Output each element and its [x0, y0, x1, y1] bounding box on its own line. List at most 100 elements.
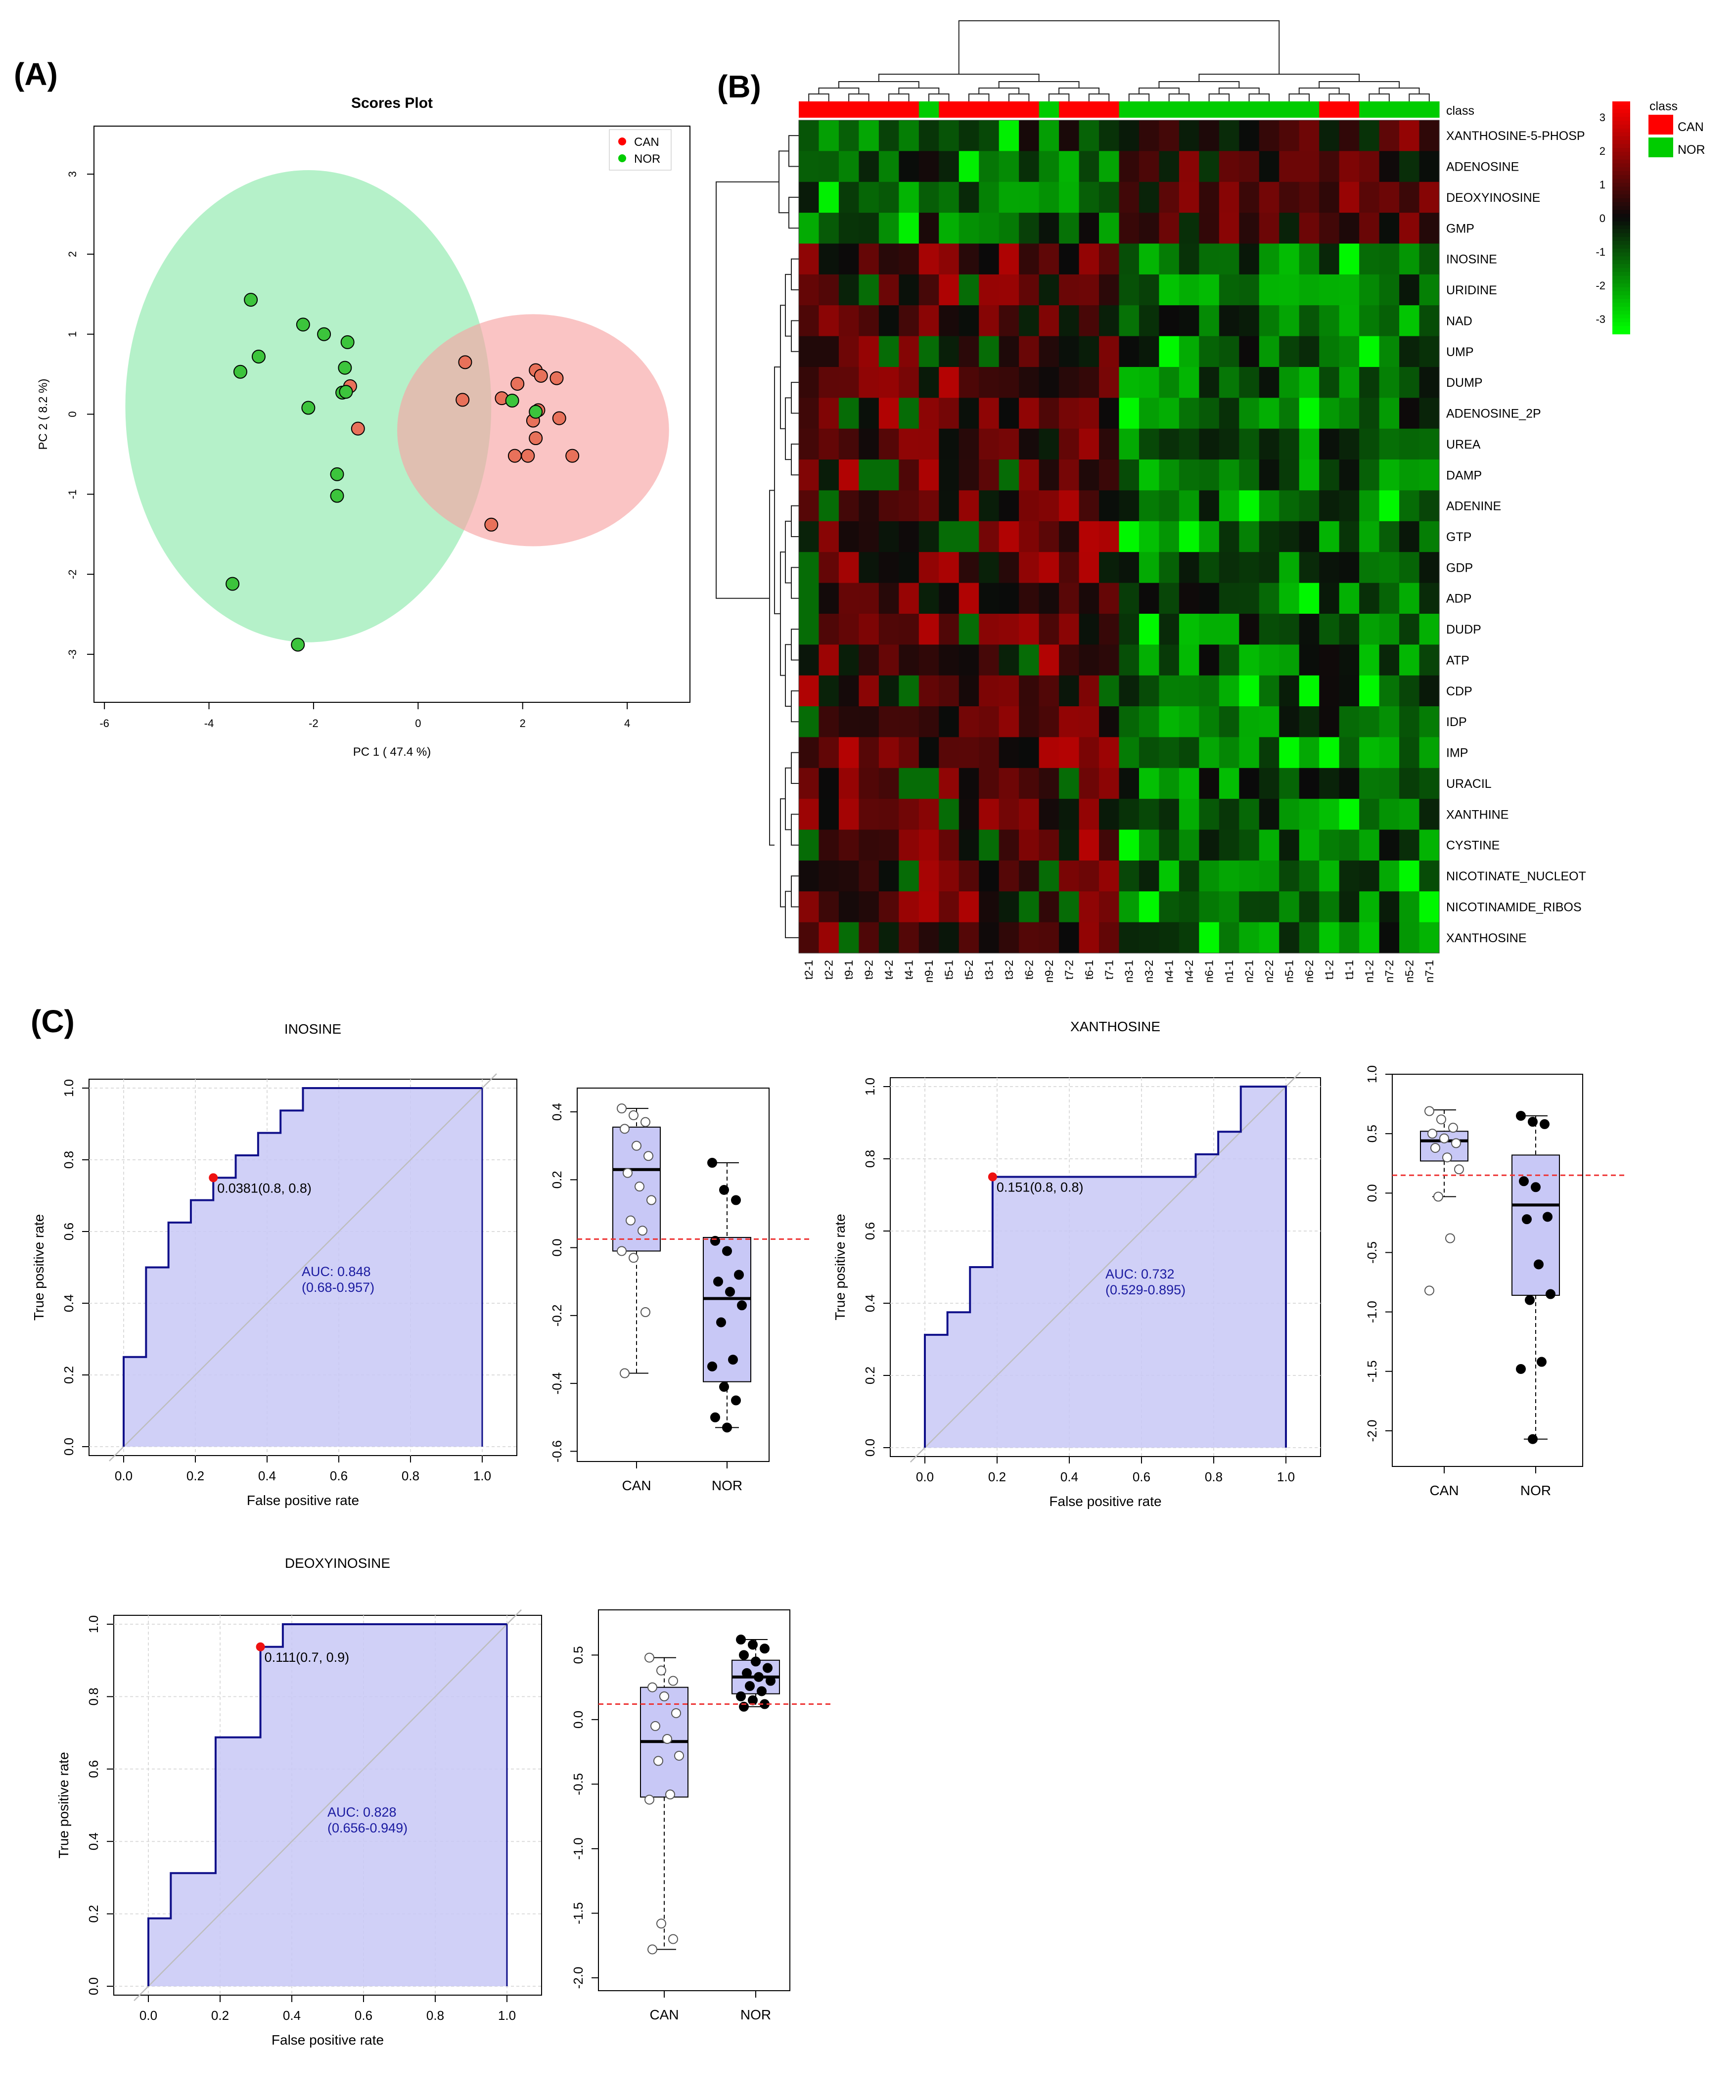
heatmap-cell [878, 583, 899, 614]
heatmap-cell [1419, 583, 1440, 614]
heatmap-class-cell [1279, 101, 1300, 118]
heatmap-cell [1139, 860, 1160, 892]
heatmap-cell [1379, 922, 1400, 954]
box-xanthosine-ytick-label: -0.5 [1365, 1241, 1379, 1264]
heatmap-row-dendrogram-link [778, 150, 789, 214]
box-inosine-point [731, 1195, 741, 1205]
heatmap-cell [1339, 860, 1360, 892]
heatmap-cell [1239, 243, 1260, 275]
heatmap-cell [1359, 891, 1380, 923]
heatmap-cell [1359, 120, 1380, 151]
heatmap-cell [1119, 675, 1140, 707]
heatmap-cell [1399, 274, 1420, 306]
pca-point-nor [330, 489, 344, 503]
heatmap-cell [1199, 305, 1220, 337]
pca-point-nor [244, 293, 258, 307]
heatmap-cell [859, 398, 879, 429]
heatmap-legend-label: NOR [1678, 143, 1705, 157]
heatmap-cell [1359, 213, 1380, 244]
heatmap-cell [838, 490, 860, 522]
heatmap-cell [799, 737, 820, 769]
heatmap-cell [1079, 398, 1099, 429]
heatmap-cell [1099, 398, 1120, 429]
heatmap-cell [1319, 459, 1340, 491]
heatmap-cell [1119, 182, 1140, 213]
box-deoxyinosine-ytick-label: -1.5 [571, 1902, 586, 1924]
heatmap-cell [1339, 182, 1360, 213]
heatmap-cell [1319, 305, 1340, 337]
heatmap-cell [1419, 521, 1440, 552]
heatmap-cell [1199, 644, 1220, 676]
heatmap-col-label: n5-2 [1403, 960, 1416, 983]
heatmap-cell [1179, 613, 1199, 645]
heatmap-cell [1359, 274, 1380, 306]
heatmap-cell [1059, 737, 1080, 769]
heatmap-cell [1059, 182, 1080, 213]
heatmap-cell [918, 613, 939, 645]
heatmap-col-label: n5-1 [1282, 960, 1295, 983]
box-inosine-point [640, 1117, 650, 1127]
roc-xanthosine-xtick-label: 0.0 [916, 1469, 934, 1484]
heatmap-class-cell [1239, 101, 1260, 118]
heatmap-cell [1199, 552, 1220, 584]
heatmap-row-label: XANTHOSINE [1446, 931, 1527, 945]
heatmap-cell [1019, 274, 1040, 306]
heatmap-cell [1019, 521, 1040, 552]
heatmap-cell [1219, 922, 1239, 954]
heatmap-col-dendrogram-link [1138, 88, 1180, 94]
heatmap-cell [1399, 120, 1420, 151]
heatmap-cell [1359, 521, 1380, 552]
heatmap-cell [1079, 613, 1099, 645]
heatmap-scale-step [1612, 155, 1630, 160]
pca-point-nor [505, 393, 519, 408]
heatmap-cell [1079, 182, 1099, 213]
heatmap-cell [999, 613, 1019, 645]
heatmap-cell [1039, 243, 1059, 275]
heatmap-cell [999, 922, 1019, 954]
heatmap-cell [979, 583, 1000, 614]
heatmap-cell [1259, 120, 1279, 151]
heatmap-cell [1179, 644, 1199, 676]
heatmap-row-dendrogram-link [785, 520, 791, 584]
heatmap-cell [799, 428, 820, 460]
heatmap-scale-step [1612, 248, 1630, 253]
heatmap-cell [1299, 613, 1320, 645]
heatmap-cell [959, 891, 979, 923]
heatmap-cell [899, 768, 919, 799]
heatmap-cell [899, 675, 919, 707]
heatmap-row-dendrogram-link [780, 305, 785, 429]
heatmap-cell [1039, 120, 1059, 151]
pca-xtick-label: 2 [520, 717, 526, 730]
heatmap-cell [999, 305, 1019, 337]
heatmap-cell [1139, 829, 1160, 861]
heatmap-cell [959, 583, 979, 614]
box-xanthosine-point [1543, 1212, 1553, 1222]
box-inosine-point [713, 1277, 723, 1287]
heatmap-cell [1079, 459, 1099, 491]
box-inosine-point [629, 1110, 639, 1120]
pca-legend-label: CAN [634, 136, 659, 149]
heatmap-cell [1299, 521, 1320, 552]
heatmap-cell [1359, 305, 1380, 337]
heatmap-col-label: t3-1 [982, 960, 995, 980]
heatmap-cell [939, 675, 959, 707]
heatmap-cell [1119, 583, 1140, 614]
heatmap-cell [1079, 274, 1099, 306]
heatmap-cell [1379, 737, 1400, 769]
heatmap-cell [1039, 768, 1059, 799]
heatmap-cell [1239, 860, 1260, 892]
heatmap-cell [819, 274, 839, 306]
box-deoxyinosine-ytick-label: 0.0 [571, 1711, 586, 1729]
heatmap-cell [859, 922, 879, 954]
roc-inosine-ytick-label: 0.4 [61, 1294, 76, 1312]
pca-point-nor [338, 361, 352, 375]
heatmap-cell [1259, 706, 1279, 738]
heatmap-cell [1099, 891, 1120, 923]
pca-point-nor [317, 327, 331, 341]
box-xanthosine-point [1445, 1233, 1455, 1243]
heatmap-cell [1399, 891, 1420, 923]
heatmap-cell [999, 490, 1019, 522]
heatmap-cell [1319, 120, 1340, 151]
heatmap-cell [1299, 675, 1320, 707]
heatmap-cell [1079, 675, 1099, 707]
